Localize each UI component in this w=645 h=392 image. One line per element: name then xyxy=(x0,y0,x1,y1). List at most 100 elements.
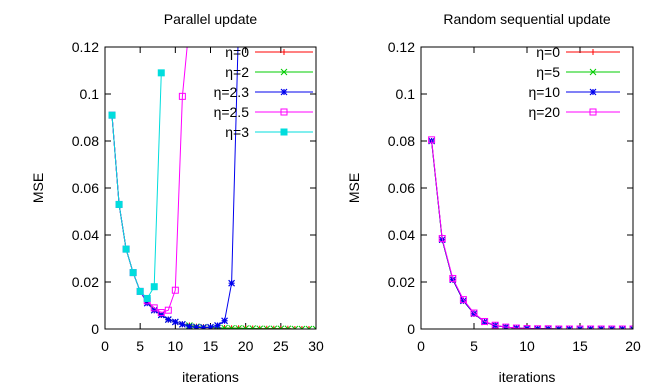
legend-marker xyxy=(281,49,287,55)
series-line xyxy=(111,47,188,314)
legend-label: η=2.3 xyxy=(214,84,250,100)
data-point xyxy=(115,200,123,208)
data-point xyxy=(193,323,200,329)
legend-marker xyxy=(589,68,597,76)
y-axis-label: MSE xyxy=(30,173,46,203)
data-point xyxy=(108,111,116,119)
x-tick-label: 15 xyxy=(203,338,219,354)
panel-parallel: Parallel update 0 0.02 0.04 0.06 0.08 0.1 0.12 0… xyxy=(30,11,324,385)
data-point xyxy=(171,318,179,326)
chart-title: Parallel update xyxy=(164,11,258,27)
legend-label: η=20 xyxy=(528,104,560,120)
x-tick-label: 5 xyxy=(136,338,144,354)
x-tick-label: 30 xyxy=(308,338,324,354)
legend-label: η=2.5 xyxy=(214,104,250,120)
y-tick-label: 0.08 xyxy=(72,133,99,149)
data-point xyxy=(459,297,467,305)
data-point xyxy=(555,325,563,329)
x-tick-label: 10 xyxy=(519,338,535,354)
data-point xyxy=(228,324,235,329)
legend-label: η=0 xyxy=(225,44,249,60)
y-tick-label: 0 xyxy=(91,321,99,337)
data-point xyxy=(150,304,158,312)
data-point xyxy=(164,316,172,324)
data-point xyxy=(185,323,193,329)
legend-marker xyxy=(280,68,288,76)
y-tick-label: 0.02 xyxy=(72,274,99,290)
data-point xyxy=(200,324,207,329)
data-point xyxy=(178,320,186,328)
data-point xyxy=(178,92,186,100)
data-point xyxy=(207,323,214,329)
data-point xyxy=(164,306,172,314)
data-point xyxy=(291,326,298,329)
x-axis-label: iterations xyxy=(499,369,556,385)
data-point xyxy=(438,235,446,243)
data-point xyxy=(157,69,165,77)
data-point xyxy=(291,325,299,329)
data-point xyxy=(428,136,436,144)
data-point xyxy=(228,279,236,287)
y-tick-label: 0.06 xyxy=(388,180,415,196)
data-point xyxy=(122,245,130,253)
data-point xyxy=(481,317,489,325)
legend-marker xyxy=(589,108,597,116)
data-point xyxy=(470,309,478,317)
x-tick-label: 10 xyxy=(168,338,184,354)
data-point xyxy=(129,269,137,277)
legend-label: η=10 xyxy=(528,84,560,100)
data-point xyxy=(491,321,499,329)
y-tick-label: 0.1 xyxy=(80,86,100,102)
data-point xyxy=(221,324,228,329)
y-tick-label: 0.02 xyxy=(388,274,415,290)
legend-marker xyxy=(280,88,288,96)
legend-label: η=3 xyxy=(225,124,249,140)
data-point xyxy=(157,311,165,319)
data-point xyxy=(235,324,242,329)
panel-random: Random sequential update 0 0.02 0.04 0.06 0.0… xyxy=(346,11,641,385)
x-tick-label: 0 xyxy=(101,338,109,354)
data-point xyxy=(298,326,305,329)
plot-frame xyxy=(420,46,634,330)
data-point xyxy=(597,325,605,329)
y-axis-label: MSE xyxy=(346,173,362,203)
y-tick-label: 0.04 xyxy=(72,227,99,243)
data-point xyxy=(587,325,595,329)
data-point xyxy=(608,325,616,329)
legend-marker xyxy=(280,108,288,116)
y-tick-label: 0.12 xyxy=(388,39,415,55)
x-tick-label: 20 xyxy=(238,338,254,354)
y-tick-label: 0.12 xyxy=(72,39,99,55)
series-line xyxy=(111,115,316,329)
legend-marker xyxy=(590,49,596,55)
data-point xyxy=(459,296,467,304)
legend-label: η=5 xyxy=(536,64,560,80)
data-point xyxy=(565,325,573,329)
chart-title: Random sequential update xyxy=(443,11,611,27)
data-point xyxy=(312,325,316,329)
x-tick-label: 5 xyxy=(470,338,478,354)
legend-label: η=0 xyxy=(536,44,560,60)
plot-frame xyxy=(104,46,317,330)
legend-marker xyxy=(280,128,288,136)
plot-area xyxy=(108,47,316,329)
data-point xyxy=(143,299,151,307)
data-point xyxy=(221,317,228,325)
y-tick-label: 0.06 xyxy=(72,180,99,196)
x-axis-label: iterations xyxy=(182,369,239,385)
data-point xyxy=(502,323,510,329)
data-point xyxy=(143,294,151,302)
data-point xyxy=(576,325,584,329)
data-point xyxy=(171,286,179,294)
x-tick-label: 20 xyxy=(625,338,641,354)
data-point xyxy=(470,310,478,318)
legend-label: η=2 xyxy=(225,64,249,80)
data-point xyxy=(136,287,144,295)
y-tick-label: 0.1 xyxy=(396,86,416,102)
series-line xyxy=(111,72,162,300)
data-point xyxy=(150,306,158,314)
data-point xyxy=(305,326,312,329)
x-tick-label: 25 xyxy=(273,338,289,354)
